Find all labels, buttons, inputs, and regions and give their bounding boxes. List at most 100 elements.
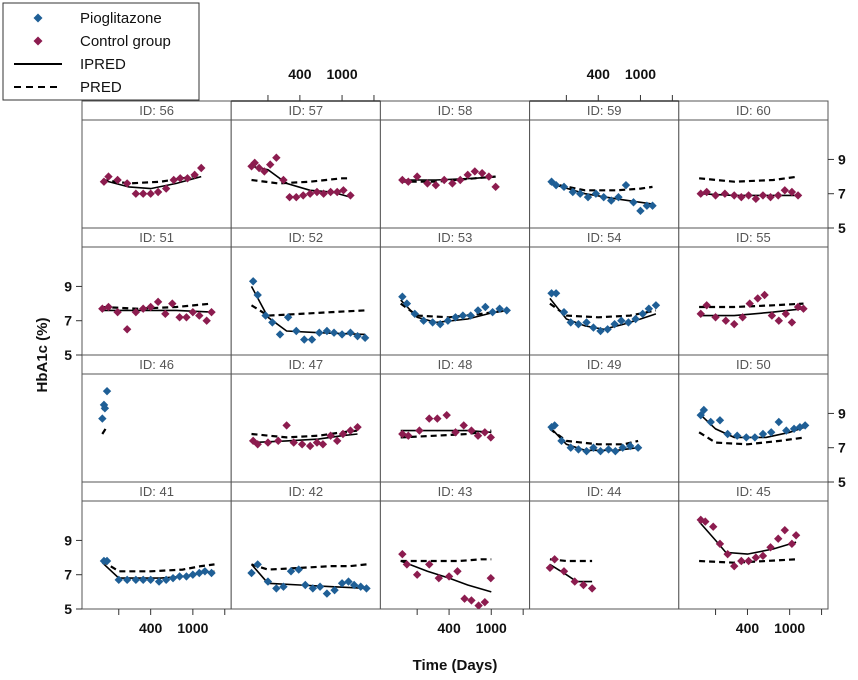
point-58-11 (484, 172, 494, 181)
plot-frame-54 (529, 246, 680, 356)
point-58-0 (398, 175, 407, 185)
point-41-4 (131, 575, 141, 585)
point-42-7 (301, 580, 310, 590)
point-59-6 (591, 189, 601, 198)
point-55-1 (702, 301, 711, 310)
point-54-7 (596, 326, 605, 336)
point-58-1 (404, 177, 413, 186)
point-60-10 (774, 191, 783, 200)
plot-frame-42 (230, 500, 381, 610)
point-50-9 (767, 428, 776, 437)
point-43-9 (474, 601, 483, 609)
y-tick-label-3-7: 7 (838, 186, 846, 202)
point-43-2 (412, 570, 422, 579)
point-50-7 (750, 433, 760, 442)
point-49-12 (633, 443, 643, 452)
point-57-9 (299, 191, 308, 200)
point-47-6 (297, 440, 307, 449)
point-51-14 (202, 316, 211, 325)
point-42-12 (337, 579, 347, 588)
legend-key-1 (33, 36, 43, 46)
point-48-9 (473, 431, 483, 440)
panel-47: ID: 47 (230, 354, 381, 483)
point-41-15 (207, 568, 216, 578)
point-56-12 (190, 170, 199, 180)
point-57-4 (266, 160, 275, 169)
point-54-11 (624, 318, 633, 327)
point-41-2 (114, 575, 123, 585)
point-45-9 (758, 551, 768, 561)
point-56-4 (131, 189, 141, 198)
point-42-11 (330, 585, 339, 595)
point-53-2 (410, 309, 419, 319)
panel-60: ID: 60 (678, 100, 829, 229)
point-59-5 (583, 192, 593, 202)
point-42-4 (279, 582, 288, 591)
point-60-2 (711, 191, 720, 200)
point-48-1 (404, 431, 413, 440)
strip-label-44: ID: 44 (587, 484, 622, 499)
panel-grid: ID: 41 ID: 42 ID: 43 ID: 44 ID: 45 ID: 46 ID: … (81, 100, 829, 610)
point-56-1 (104, 172, 113, 181)
strip-label-47: ID: 47 (288, 357, 323, 372)
pred-line-52 (250, 304, 366, 317)
point-47-2 (263, 438, 273, 447)
x-tick-label-0-1000: 1000 (177, 620, 208, 636)
point-56-3 (122, 179, 132, 188)
point-56-7 (153, 187, 163, 197)
point-52-4 (275, 330, 285, 339)
point-51-2 (113, 307, 122, 317)
point-49-3 (566, 443, 575, 452)
y-tick-label-1-9: 9 (838, 405, 846, 421)
point-54-0 (547, 289, 556, 298)
panel-46: ID: 46 (81, 354, 232, 483)
point-55-2 (711, 313, 720, 322)
point-45-5 (730, 561, 739, 571)
point-46-2 (100, 404, 110, 413)
pred-line-60 (698, 175, 799, 183)
point-54-10 (617, 316, 626, 325)
point-48-2 (415, 426, 424, 435)
point-51-1 (104, 302, 113, 312)
point-59-1 (551, 180, 561, 190)
y-tick-label-2-9: 9 (64, 278, 72, 294)
legend-box (2, 2, 200, 101)
point-58-10 (477, 168, 487, 178)
point-43-6 (453, 567, 462, 576)
point-43-5 (444, 572, 454, 581)
plot-frame-56 (81, 119, 232, 229)
point-50-10 (774, 417, 784, 427)
point-44-4 (579, 580, 588, 590)
point-42-10 (322, 589, 332, 598)
point-51-0 (98, 304, 107, 313)
point-56-13 (197, 163, 206, 173)
panel-41: ID: 41 (81, 481, 232, 610)
point-48-8 (467, 426, 476, 435)
point-55-7 (753, 294, 762, 303)
point-45-3 (715, 539, 725, 549)
point-60-8 (758, 191, 768, 200)
point-54-13 (638, 309, 647, 319)
panel-42: ID: 42 (230, 481, 381, 610)
point-50-1 (699, 405, 709, 415)
point-56-6 (146, 189, 155, 198)
point-49-9 (611, 446, 620, 456)
plot-frame-57 (230, 119, 381, 229)
point-59-2 (559, 182, 569, 192)
plot-frame-58 (379, 119, 531, 229)
point-47-9 (318, 440, 328, 449)
x-tick-label-2-1000: 1000 (476, 620, 507, 636)
point-60-13 (793, 191, 803, 200)
plot-frame-41 (81, 500, 232, 610)
point-43-4 (434, 573, 443, 583)
point-50-4 (723, 429, 732, 439)
y-tick-label-3-5: 5 (838, 220, 846, 236)
pred-line-55 (699, 302, 804, 309)
point-59-10 (621, 180, 631, 190)
strip-label-50: ID: 50 (736, 357, 771, 372)
panel-48: ID: 48 (379, 354, 531, 483)
point-49-10 (618, 443, 627, 452)
panel-50: ID: 50 (678, 354, 829, 483)
point-59-14 (648, 201, 657, 210)
